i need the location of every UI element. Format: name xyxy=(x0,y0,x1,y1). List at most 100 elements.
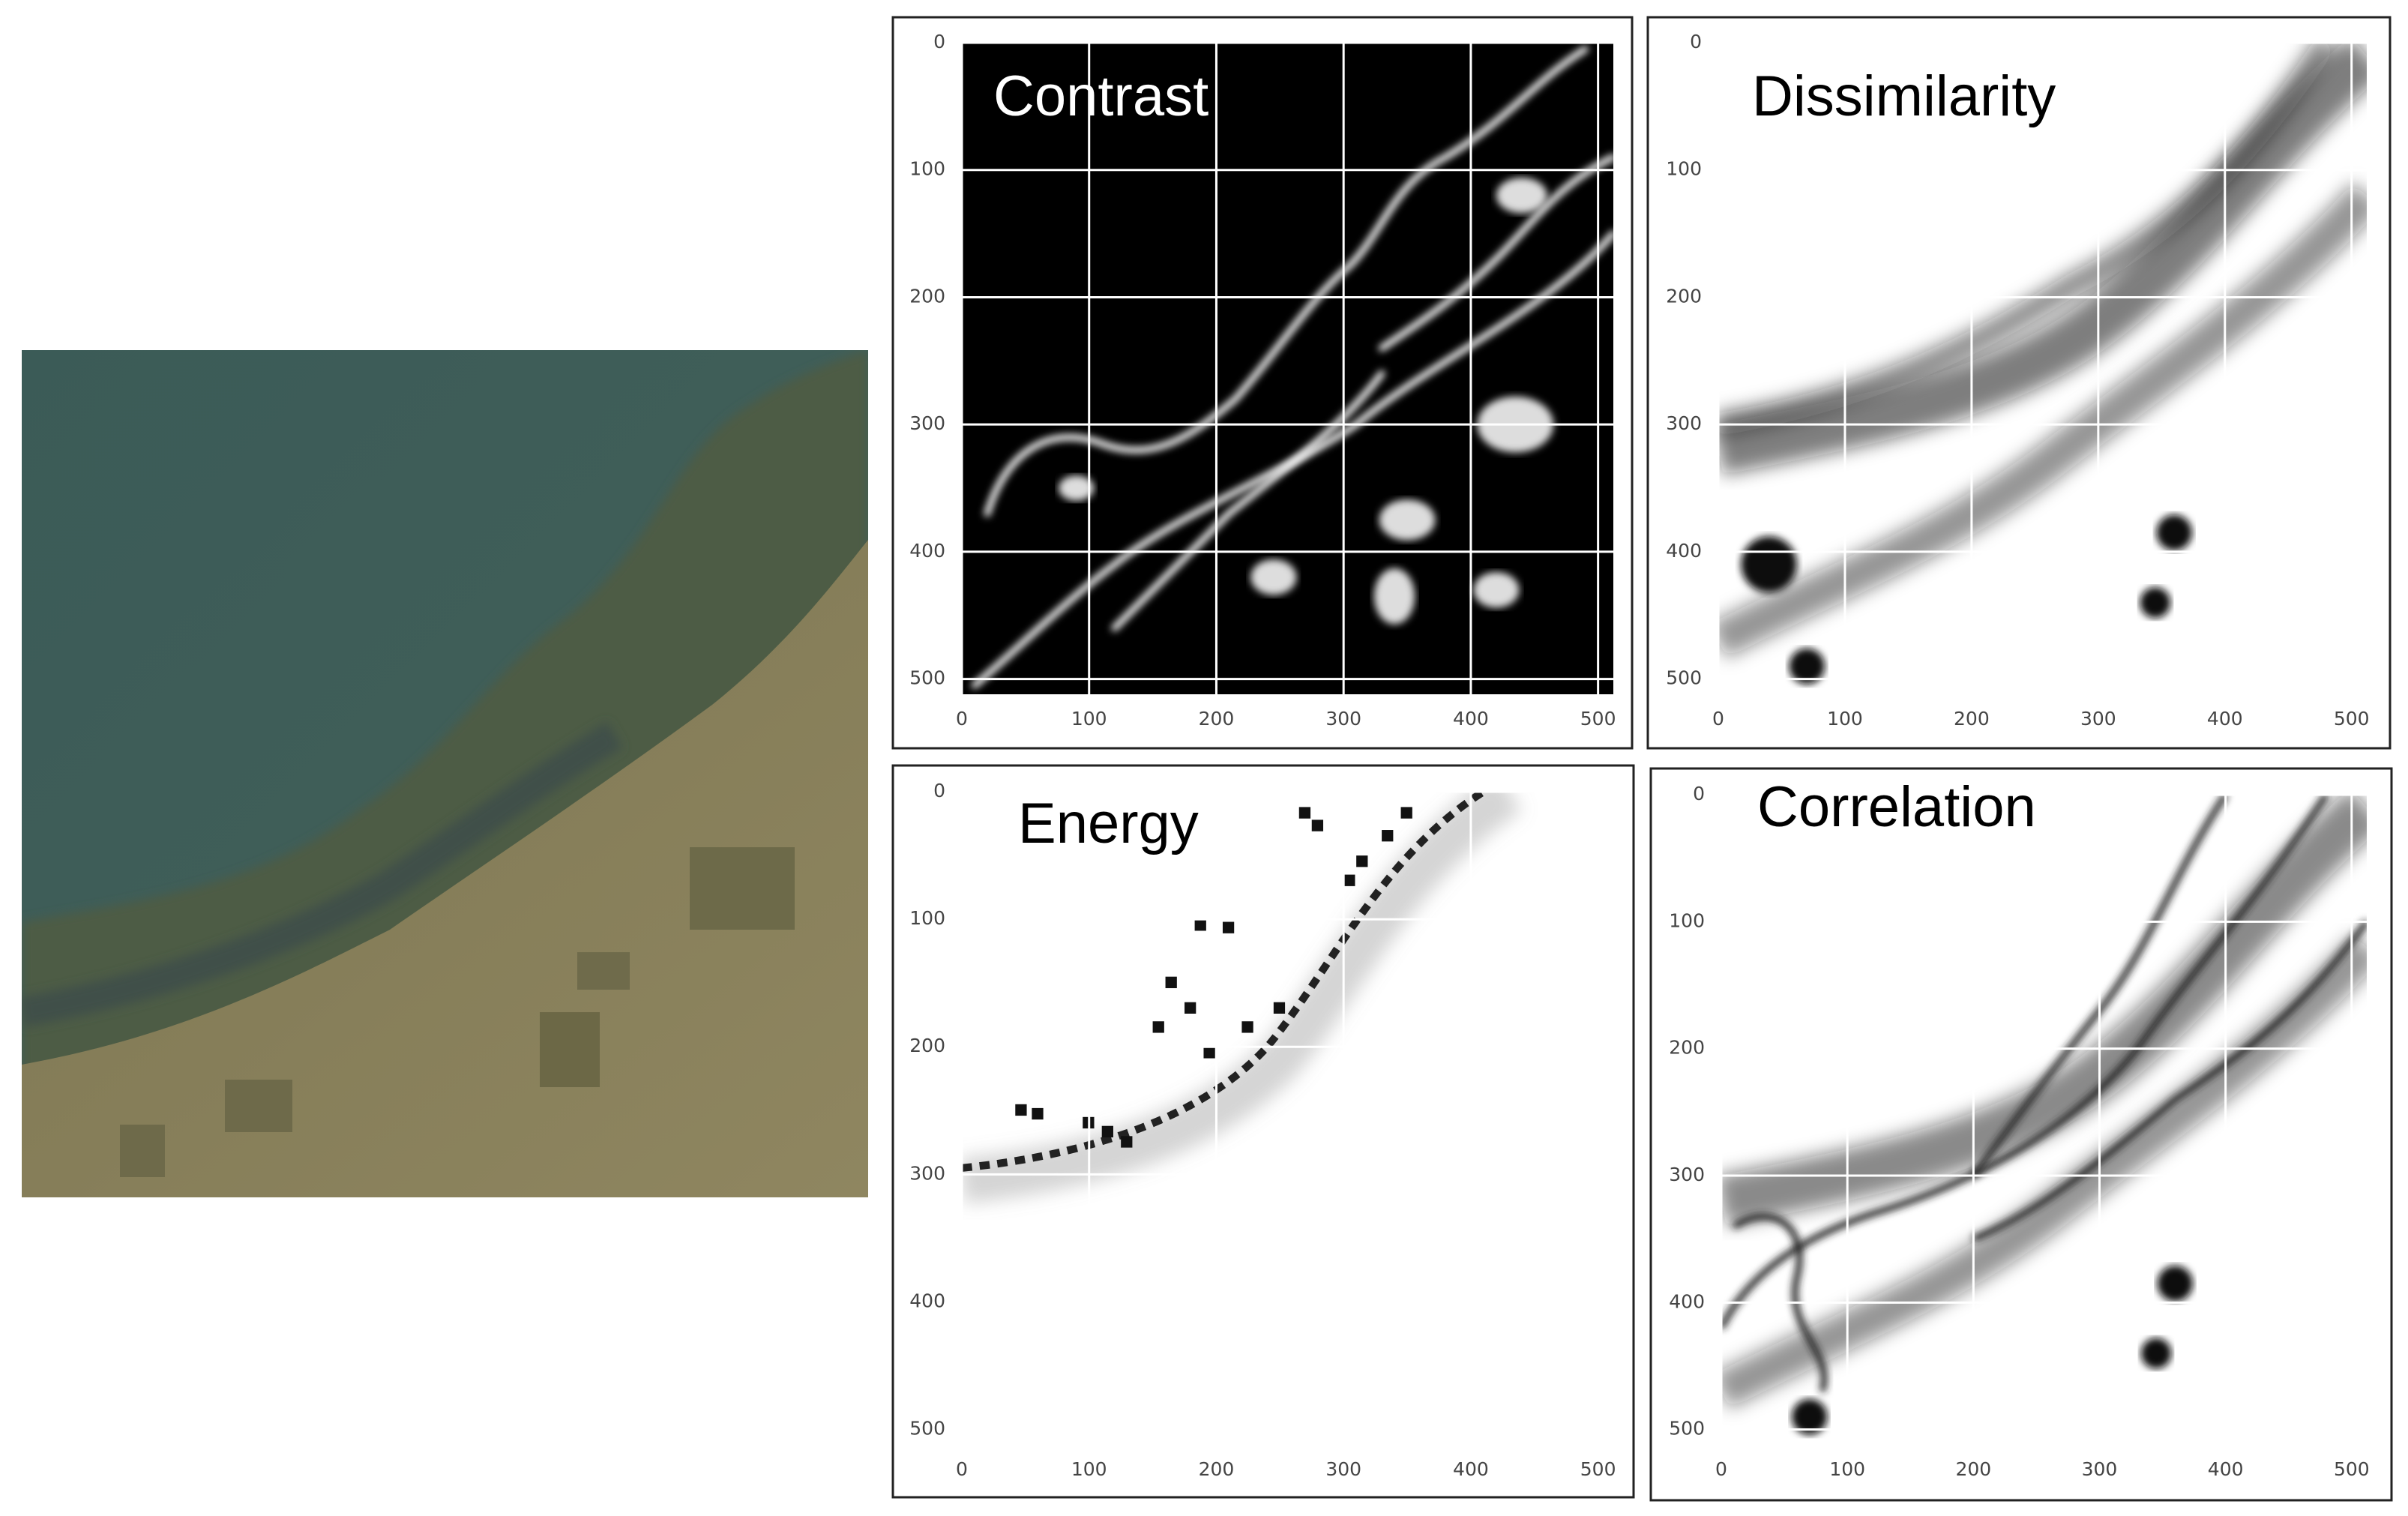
texture-band xyxy=(1721,934,2367,1409)
x-tick-label: 400 xyxy=(2207,708,2243,730)
y-tick-label: 100 xyxy=(909,158,945,180)
texture-square xyxy=(1298,807,1311,819)
texture-blob xyxy=(1789,648,1825,685)
y-tick-label: 200 xyxy=(909,285,945,307)
x-tick-label: 0 xyxy=(956,708,968,730)
x-tick-label: 500 xyxy=(2334,708,2370,730)
x-tick-label: 100 xyxy=(1071,708,1107,730)
y-tick-label: 200 xyxy=(1669,1037,1705,1059)
x-tick-label: 200 xyxy=(1954,708,1990,730)
texture-square xyxy=(1311,819,1324,831)
texture-band xyxy=(1718,182,2367,658)
x-tick-label: 100 xyxy=(1829,1458,1865,1480)
texture-image xyxy=(1718,43,2367,694)
x-tick-label: 500 xyxy=(1580,708,1616,730)
texture-square xyxy=(1356,855,1368,867)
texture-square xyxy=(1165,976,1177,988)
texture-blob xyxy=(1250,559,1297,595)
texture-blob xyxy=(1792,1399,1828,1435)
panel-title: Dissimilarity xyxy=(1752,64,2056,128)
y-tick-label: 400 xyxy=(909,540,945,562)
x-tick-label: 100 xyxy=(1827,708,1863,730)
texture-blob xyxy=(1373,568,1415,625)
x-tick-label: 0 xyxy=(1712,708,1724,730)
texture-square xyxy=(1032,1107,1044,1120)
y-tick-label: 500 xyxy=(1666,667,1702,689)
texture-square xyxy=(1241,1021,1253,1033)
texture-edge xyxy=(962,792,1486,1172)
panel: 0 100 200 300 400 500 0 100 200 300 400 500 Correlat… xyxy=(1649,767,2393,1502)
texture-square xyxy=(1400,807,1412,819)
x-tick-label: 500 xyxy=(2334,1458,2370,1480)
x-tick-label: 400 xyxy=(2208,1458,2244,1480)
y-tick-label: 100 xyxy=(1666,158,1702,180)
panel-frame xyxy=(891,764,1635,1499)
x-tick-label: 400 xyxy=(1453,708,1489,730)
y-tick-label: 400 xyxy=(1666,540,1702,562)
y-tick-label: 300 xyxy=(909,412,945,434)
panel-title: Energy xyxy=(1018,792,1199,855)
texture-line xyxy=(1972,919,2367,1242)
y-tick-label: 400 xyxy=(1669,1290,1705,1312)
texture-square xyxy=(1203,1047,1215,1059)
panel-frame xyxy=(1649,767,2393,1502)
texture-line xyxy=(971,230,1613,689)
y-tick-label: 500 xyxy=(909,1418,945,1440)
y-tick-label: 100 xyxy=(909,907,945,929)
texture-square xyxy=(1343,874,1355,886)
panel-title: Contrast xyxy=(993,64,1208,128)
panel-frame xyxy=(891,16,1634,750)
x-tick-label: 300 xyxy=(2080,708,2116,730)
x-tick-label: 500 xyxy=(1580,1458,1616,1480)
x-tick-label: 200 xyxy=(1955,1458,1991,1480)
texture-blob xyxy=(2157,1266,2193,1302)
texture-line xyxy=(1732,1213,1828,1393)
x-tick-label: 300 xyxy=(2082,1458,2118,1480)
texture-line xyxy=(1378,154,1613,352)
x-tick-label: 400 xyxy=(1453,1458,1489,1480)
panel: 0 100 200 300 400 500 0 100 200 300 400 500 Dissimil… xyxy=(1646,16,2392,750)
texture-square xyxy=(1101,1125,1113,1138)
texture-line xyxy=(1721,795,2329,1330)
y-tick-label: 200 xyxy=(1666,285,1702,307)
y-tick-label: 300 xyxy=(909,1162,945,1184)
texture-image xyxy=(1721,795,2367,1445)
texture-band xyxy=(962,792,1522,1204)
texture-content xyxy=(1721,795,2367,1445)
texture-content xyxy=(962,792,1613,1445)
x-tick-label: 100 xyxy=(1071,1458,1107,1480)
texture-blob xyxy=(1473,572,1520,608)
texture-band xyxy=(1718,43,2336,436)
texture-content xyxy=(962,43,1613,694)
x-tick-label: 0 xyxy=(956,1458,968,1480)
x-tick-label: 0 xyxy=(1715,1458,1727,1480)
texture-blob xyxy=(2140,1338,2172,1369)
panel: 0 100 200 300 400 500 0 100 200 300 400 500 Contrast xyxy=(891,16,1634,750)
texture-blob xyxy=(2156,514,2192,551)
y-tick-label: 0 xyxy=(933,780,945,801)
texture-square xyxy=(1015,1104,1027,1116)
texture-background xyxy=(962,792,1613,1445)
texture-line xyxy=(1111,370,1385,631)
aerial-photo xyxy=(22,350,868,1197)
texture-square xyxy=(1382,830,1394,842)
texture-blob xyxy=(1379,499,1436,541)
y-tick-label: 300 xyxy=(1669,1164,1705,1185)
texture-blob xyxy=(2140,587,2171,619)
y-tick-label: 400 xyxy=(909,1290,945,1311)
x-tick-label: 200 xyxy=(1199,708,1235,730)
texture-blob xyxy=(1496,177,1547,214)
texture-image xyxy=(962,43,1613,694)
texture-square xyxy=(1273,1002,1286,1014)
y-tick-label: 0 xyxy=(1690,31,1702,52)
texture-square xyxy=(1185,1002,1197,1014)
texture-content xyxy=(1718,43,2367,694)
panel-frame xyxy=(1646,16,2392,750)
y-tick-label: 500 xyxy=(1669,1418,1705,1440)
texture-square xyxy=(1121,1136,1133,1148)
y-tick-label: 300 xyxy=(1666,412,1702,434)
y-tick-label: 200 xyxy=(909,1035,945,1056)
x-tick-label: 300 xyxy=(1325,1458,1361,1480)
texture-square xyxy=(1222,921,1235,933)
